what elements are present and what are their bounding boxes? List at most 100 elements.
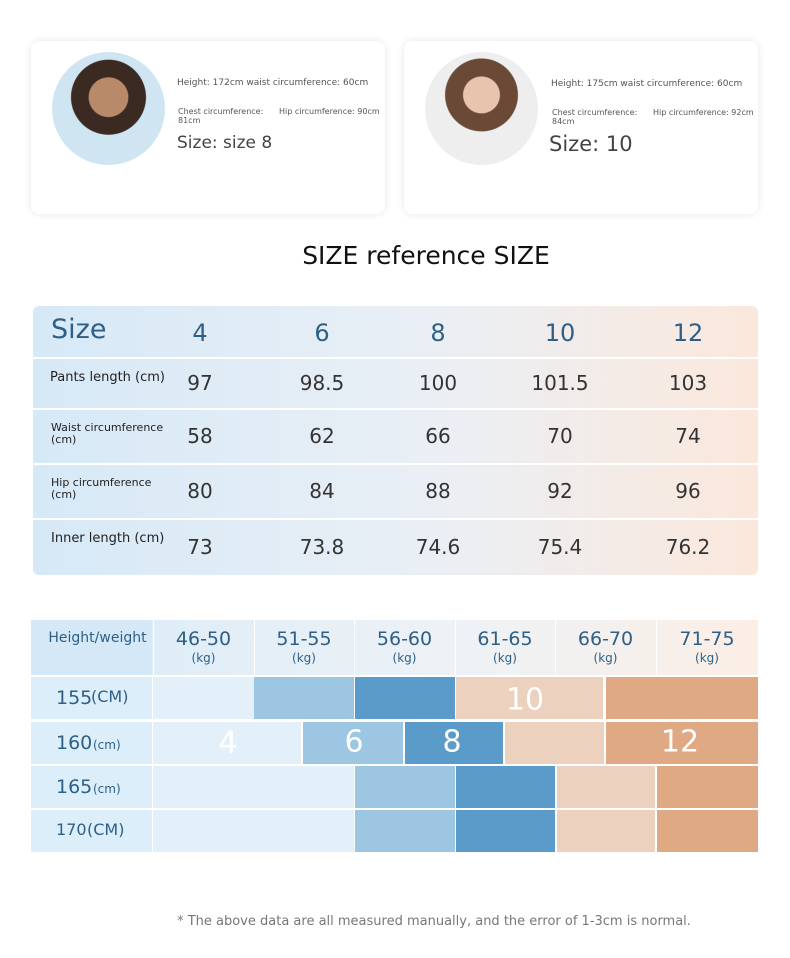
size-block [254, 677, 354, 719]
size-block [153, 722, 301, 764]
cell-value: 84 [309, 478, 335, 503]
model-photo [425, 52, 538, 165]
cell-value: 98.5 [299, 370, 345, 395]
cell-value: 100 [418, 370, 458, 395]
cell-value: 58 [187, 423, 213, 448]
model-hip: Hip circumference: 92cm [653, 108, 754, 117]
model-measure: Height: 172cm waist circumference: 60cm [177, 78, 369, 88]
col-separator [656, 620, 657, 675]
cell-value: 80 [187, 478, 213, 503]
col-separator [354, 620, 355, 675]
size-block [355, 766, 455, 808]
header-size: 4 [192, 319, 208, 347]
size-block [405, 722, 503, 764]
row-header-bg [31, 722, 152, 764]
size-block [557, 766, 655, 808]
column-unit: (kg) [292, 651, 316, 665]
row-header-bg [31, 766, 152, 808]
column-unit: (kg) [493, 651, 517, 665]
size-block [153, 677, 254, 719]
col-separator [254, 620, 255, 675]
footnote: * The above data are all measured manual… [177, 914, 691, 929]
corner-label: Height/weight [48, 630, 147, 646]
column-range: 66-70 [577, 628, 634, 650]
cell-value: 74 [675, 423, 701, 448]
size-label: 4 [218, 725, 238, 761]
cell-value: 62 [309, 423, 335, 448]
size-block [657, 766, 758, 808]
cell-value: 70 [547, 423, 573, 448]
size-block [153, 810, 354, 852]
size-block [606, 722, 758, 764]
header-label: Size [51, 314, 107, 345]
cell-value: 101.5 [531, 370, 589, 395]
size-label: 12 [660, 724, 700, 760]
row-label: Inner length (cm) [51, 531, 165, 546]
cell-value: 92 [547, 478, 573, 503]
row-label: Waist circumference (cm) [51, 421, 164, 446]
column-unit: (kg) [593, 651, 618, 665]
row-height: 155 [56, 687, 93, 709]
size-table: Size 4 6 8 10 12 Pants length (cm) 97 98.5 100 101… [33, 306, 758, 575]
size-label: 6 [344, 724, 364, 760]
size-label: 8 [442, 724, 462, 760]
cell-value: 75.4 [537, 534, 583, 559]
size-block [456, 766, 555, 808]
header-size: 10 [544, 319, 576, 347]
size-block [456, 677, 603, 719]
cell-value: 103 [668, 370, 708, 395]
title: SIZE reference SIZE [302, 241, 550, 270]
model-chest: Chest circumference: 81cm [178, 107, 264, 125]
col-separator [455, 620, 456, 675]
row-unit: (CM) [87, 820, 125, 839]
size-block [557, 810, 655, 852]
column-unit: (kg) [695, 651, 719, 665]
column-range: 61-65 [477, 628, 533, 650]
size-block [355, 677, 455, 719]
model-size: Size: size 8 [177, 133, 273, 153]
row-header-bg [31, 810, 152, 852]
cell-value: 88 [425, 478, 451, 503]
cell-value: 76.2 [665, 534, 711, 559]
size-block [153, 766, 354, 808]
height-weight-table: Height/weight 46-50 (kg) 51-55 (kg) 56-60 (kg)… [31, 620, 758, 852]
cell-value: 96 [675, 478, 701, 503]
row-label: Hip circumference (cm) [51, 476, 152, 501]
header-bg [31, 620, 758, 675]
row-unit: (CM) [91, 687, 129, 706]
row-height: 165 [56, 776, 93, 798]
cell-value: 74.6 [415, 534, 461, 559]
row-separator [33, 408, 758, 410]
column-unit: (kg) [392, 651, 417, 665]
cell-value: 73 [187, 534, 213, 559]
column-range: 56-60 [376, 628, 433, 650]
col-separator [153, 620, 154, 675]
model-photo [52, 52, 165, 165]
row-unit: (cm) [93, 782, 121, 796]
model-hip: Hip circumference: 90cm [279, 107, 380, 116]
row-height: 160 [56, 732, 93, 754]
size-block [505, 722, 604, 764]
model-chest: Chest circumference: 84cm [552, 108, 638, 126]
row-separator [33, 518, 758, 520]
header-size: 6 [314, 319, 330, 347]
size-label: 10 [505, 682, 545, 718]
size-block [456, 810, 555, 852]
size-block [657, 810, 758, 852]
column-unit: (kg) [191, 651, 216, 665]
size-block [606, 677, 758, 719]
model-size: Size: 10 [549, 132, 633, 156]
size-block [355, 810, 455, 852]
model-measure: Height: 175cm waist circumference: 60cm [551, 79, 743, 89]
column-range: 71-75 [679, 628, 735, 650]
column-range: 46-50 [175, 628, 232, 650]
cell-value: 97 [187, 370, 213, 395]
row-header-bg [31, 677, 152, 719]
row-height: 170 [56, 820, 87, 839]
row-separator [33, 357, 758, 359]
cell-value: 66 [425, 423, 451, 448]
cell-value: 73.8 [299, 534, 345, 559]
column-range: 51-55 [276, 628, 332, 650]
col-separator [555, 620, 556, 675]
